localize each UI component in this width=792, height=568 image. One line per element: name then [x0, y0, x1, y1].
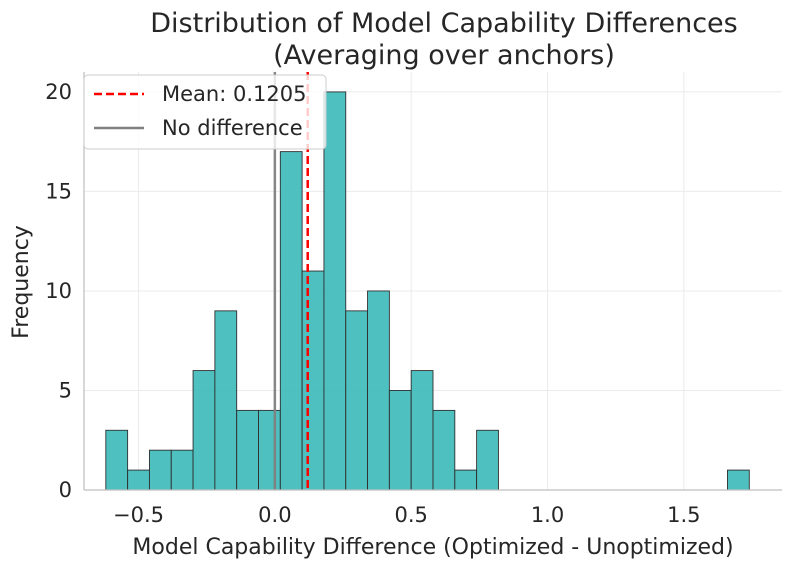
histogram-bar-16: [454, 469, 478, 491]
chart-subtitle: (Averaging over anchors): [273, 40, 615, 71]
histogram-bar-13: [388, 390, 412, 491]
x-axis-label: Model Capability Difference (Optimized -…: [132, 535, 733, 560]
chart-title: Distribution of Model Capability Differe…: [150, 8, 738, 39]
legend-no-difference-label: No difference: [162, 116, 303, 140]
y-tick-label: 15: [45, 179, 72, 203]
histogram-bar-7: [258, 409, 281, 491]
x-tick-label: −0.5: [113, 503, 164, 527]
histogram-bar-2: [148, 449, 172, 491]
histogram-bar-9: [301, 270, 325, 491]
histogram-bar-15: [432, 409, 456, 491]
histogram-bar-5: [214, 310, 238, 491]
histogram-bar-0: [105, 429, 129, 491]
histogram-bar-17: [476, 429, 499, 491]
histogram-bar-8: [279, 151, 303, 491]
histogram-bar-1: [127, 469, 150, 491]
y-tick-label: 10: [45, 279, 72, 303]
histogram-bar-18: [727, 469, 750, 491]
histogram-bar-11: [345, 310, 369, 491]
histogram-bar-6: [236, 409, 259, 491]
histogram-bars: [105, 91, 750, 491]
histogram-bar-4: [192, 370, 216, 491]
x-tick-label: 1.5: [667, 503, 700, 527]
legend-mean-label: Mean: 0.1205: [162, 82, 306, 106]
y-axis-label: Frequency: [9, 225, 34, 339]
y-tick-label: 20: [45, 80, 72, 104]
y-tick-labels: 0 5 10 15 20: [45, 80, 72, 502]
histogram-bar-12: [367, 290, 390, 491]
histogram-bar-14: [410, 370, 434, 491]
y-tick-label: 0: [59, 478, 72, 502]
x-tick-label: 0.5: [394, 503, 427, 527]
x-tick-labels: −0.5 0.0 0.5 1.0 1.5: [113, 503, 701, 527]
histogram-bar-10: [323, 91, 347, 491]
legend-box: [83, 74, 327, 150]
x-tick-label: 0.0: [258, 503, 291, 527]
y-tick-label: 5: [59, 378, 72, 402]
x-tick-label: 1.0: [531, 503, 564, 527]
histogram-bar-3: [170, 449, 194, 491]
legend: Mean: 0.1205 No difference: [83, 74, 327, 150]
